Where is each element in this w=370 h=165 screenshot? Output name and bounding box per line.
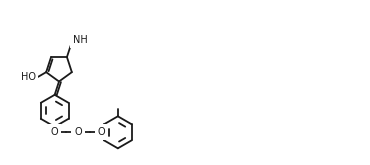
- Text: NH: NH: [73, 35, 88, 45]
- Text: O: O: [74, 127, 82, 137]
- Text: O: O: [98, 127, 105, 137]
- Text: O: O: [51, 127, 58, 137]
- Text: HO: HO: [20, 72, 36, 82]
